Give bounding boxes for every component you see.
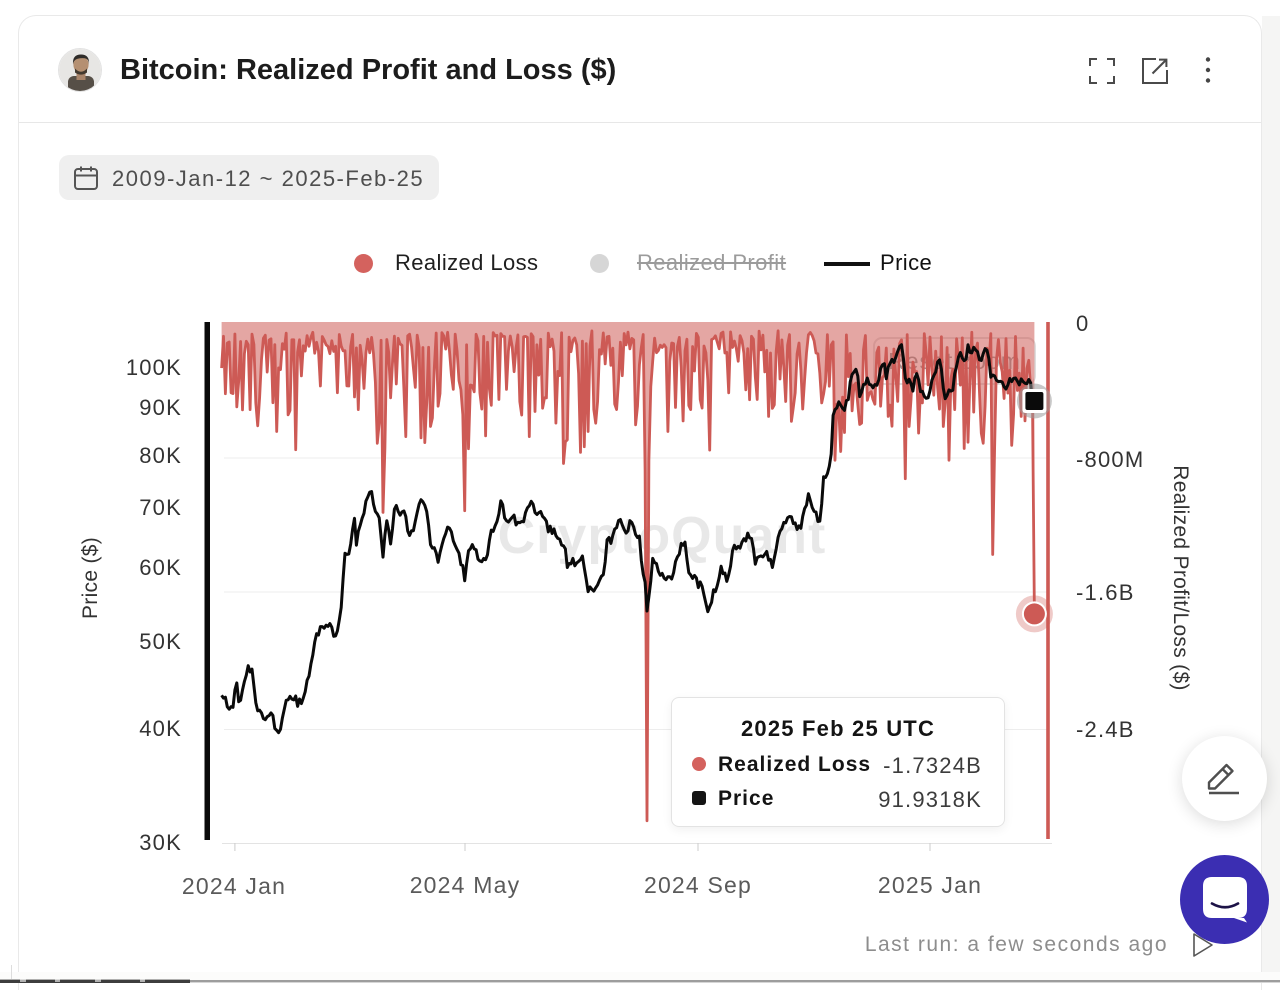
- svg-text:60K: 60K: [139, 555, 182, 580]
- svg-text:2024 May: 2024 May: [410, 872, 521, 898]
- svg-text:70K: 70K: [139, 495, 182, 520]
- svg-text:50K: 50K: [139, 629, 182, 654]
- svg-text:Price ($): Price ($): [79, 537, 102, 619]
- svg-text:100K: 100K: [126, 355, 182, 380]
- svg-text:CryptoQuant: CryptoQuant: [498, 507, 827, 565]
- svg-text:-800M: -800M: [1076, 447, 1144, 472]
- svg-text:-1.6B: -1.6B: [1076, 580, 1135, 605]
- svg-text:30K: 30K: [139, 830, 182, 855]
- svg-text:2024 Sep: 2024 Sep: [644, 872, 752, 898]
- svg-text:0: 0: [1076, 311, 1089, 336]
- svg-text:40K: 40K: [139, 716, 182, 741]
- svg-text:2024 Jan: 2024 Jan: [182, 873, 286, 899]
- svg-text:2025 Jan: 2025 Jan: [878, 872, 982, 898]
- svg-text:90K: 90K: [139, 395, 182, 420]
- svg-text:Realized Profit/Loss ($): Realized Profit/Loss ($): [1169, 465, 1192, 690]
- svg-text:80K: 80K: [139, 443, 182, 468]
- svg-text:-2.4B: -2.4B: [1076, 717, 1135, 742]
